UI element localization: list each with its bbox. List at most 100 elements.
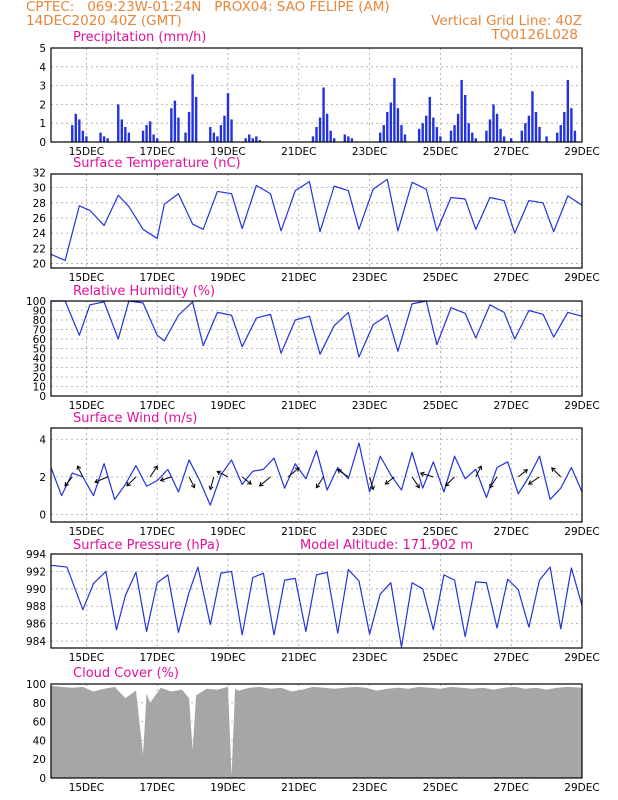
precip-bar [81, 130, 85, 142]
precip-bar [453, 125, 456, 142]
precip-bar [74, 113, 77, 142]
wind-vector-head [527, 480, 533, 485]
precip-bar [120, 119, 123, 142]
x-tick-label: 19DEC [210, 400, 245, 412]
wind-vector-head [94, 478, 100, 484]
wind-vector-head [76, 465, 82, 471]
wind-vector [551, 467, 562, 478]
wind-vector [188, 476, 195, 488]
precip-bar [173, 100, 177, 142]
y-tick-label: 80 [33, 698, 46, 710]
precip-bar [333, 138, 336, 142]
y-tick-label: 30 [33, 363, 46, 375]
precip-bar [187, 111, 191, 142]
precip-bar [382, 125, 385, 142]
precip-bar [318, 117, 322, 142]
x-tick-label: 29DEC [564, 146, 599, 158]
precip-bar [425, 115, 428, 142]
precip-bar [421, 123, 424, 142]
x-tick-label: 25DEC [423, 782, 458, 794]
precip-bar [495, 113, 499, 142]
y-tick-label: 5 [39, 43, 46, 55]
precip-bar [460, 79, 463, 142]
y-tick-label: 20 [33, 754, 46, 766]
precip-bar [379, 132, 382, 142]
y-tick-label: 3 [39, 81, 46, 93]
precip-bar [393, 78, 396, 142]
precip-bar [520, 130, 524, 142]
precip-bar [573, 130, 577, 142]
precip-bar [85, 136, 88, 142]
precip-bar [563, 111, 566, 142]
precip-bar [556, 132, 559, 142]
wind-vector [411, 476, 420, 488]
y-tick-label: 26 [33, 213, 47, 225]
precip-bar [467, 123, 470, 142]
precip-bar [527, 115, 531, 142]
precip-bar [449, 130, 453, 142]
wind-vector-head [126, 481, 131, 487]
precip-bar [311, 136, 315, 142]
precip-bar [106, 138, 109, 142]
precip-bar [389, 102, 393, 142]
x-tick-label: 19DEC [210, 652, 245, 664]
precip-bar [255, 136, 258, 142]
panel-1: 20 22 24 26 28 30 32 15DEC 17DEC 19DEC 21DEC 23DEC 2… [33, 156, 600, 284]
panel-3: 0 2 4 15DEC 17DEC 19DEC 21DEC 23DEC 25DEC 27DEC 29… [39, 411, 599, 538]
precip-bar [219, 125, 223, 142]
y-tick-label: 60 [33, 717, 46, 729]
precip-bar [99, 132, 102, 142]
precip-bar [191, 74, 194, 142]
x-tick-label: 15DEC [69, 526, 104, 538]
precip-bar [71, 125, 74, 142]
x-tick-label: 21DEC [281, 146, 316, 158]
wind-vector [337, 469, 349, 478]
header-line1: CPTEC: 069:23W-01:24N PROX04: SAO FELIPE… [26, 0, 390, 15]
wind-vector [216, 471, 229, 478]
x-tick-label: 15DEC [69, 652, 104, 664]
y-tick-label: 990 [26, 584, 46, 596]
precip-bar [117, 104, 120, 142]
panel-frame [50, 173, 583, 269]
wind-vector-head [64, 481, 69, 487]
wind-vector-head [336, 469, 342, 474]
x-tick-label: 17DEC [139, 782, 174, 794]
x-tick-label: 29DEC [564, 272, 599, 284]
precip-bar [248, 134, 251, 142]
x-tick-label: 23DEC [352, 782, 387, 794]
x-tick-label: 23DEC [352, 652, 387, 664]
x-tick-label: 29DEC [564, 652, 599, 664]
y-tick-label: 2 [39, 472, 46, 484]
y-tick-label: 1 [39, 118, 46, 130]
wind-vector-head [384, 480, 390, 485]
x-tick-label: 23DEC [352, 526, 387, 538]
y-tick-label: 986 [26, 619, 46, 631]
y-tick-label: 40 [33, 353, 46, 365]
panel-title: Precipitation (mm/h) [73, 30, 206, 45]
precip-bar [170, 108, 173, 142]
precip-bar [545, 136, 548, 142]
series-line [50, 178, 583, 262]
y-tick-label: 60 [33, 334, 46, 346]
x-tick-label: 19DEC [210, 272, 245, 284]
y-tick-label: 50 [33, 344, 46, 356]
header-grid-note: Vertical Grid Line: 40Z [431, 13, 582, 29]
precip-bar [403, 134, 407, 142]
x-tick-label: 27DEC [493, 272, 528, 284]
wind-vector [126, 476, 137, 487]
precip-bar [148, 121, 152, 142]
precip-bar [156, 138, 159, 142]
panel-0: 0 1 2 3 4 5 15DEC 17DEC 19DEC 21DEC 23DEC 25DEC 27DE… [39, 30, 599, 158]
precip-bar [531, 91, 534, 142]
wind-vector-head [444, 481, 450, 487]
wind-vector-head [247, 480, 252, 485]
panel-frame [50, 427, 583, 523]
y-tick-label: 30 [33, 183, 46, 195]
wind-vector-head [294, 467, 300, 472]
precip-bar [145, 125, 148, 142]
panel-title: Relative Humidity (%) [73, 284, 215, 299]
wind-vector [445, 476, 455, 487]
y-tick-label: 2 [39, 99, 46, 111]
x-tick-label: 23DEC [352, 272, 387, 284]
wind-vector [64, 476, 73, 487]
